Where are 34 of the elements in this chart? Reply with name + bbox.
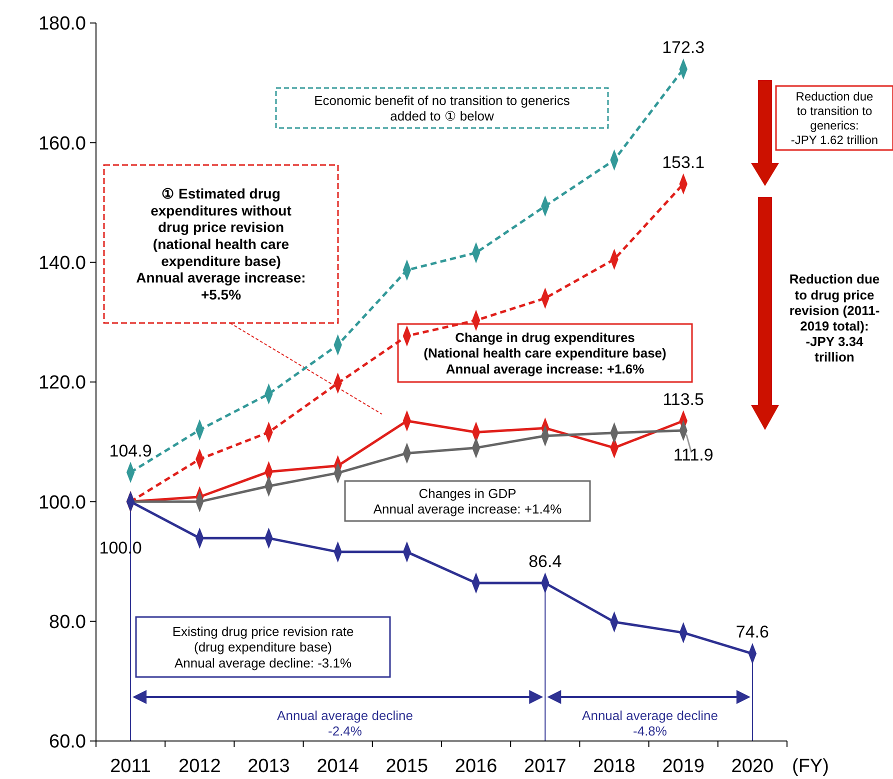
data-label: 111.9 bbox=[673, 445, 714, 464]
annotation: ① Estimated drug expenditures without drug price revision (national health care expenditure base) Annual average increase: +5.5% bbox=[136, 186, 306, 302]
data-label: 172.3 bbox=[662, 38, 705, 58]
y-tick-label: 140.0 bbox=[38, 252, 86, 274]
y-tick-label: 180.0 bbox=[38, 14, 86, 35]
y-tick-label: 60.0 bbox=[49, 732, 86, 753]
annotation: Changes in GDP Annual average increase: +1.4% bbox=[373, 486, 562, 516]
annotation: Annual average decline -2.4% bbox=[277, 708, 413, 738]
x-tick-label: 2013 bbox=[248, 756, 290, 777]
data-label: 86.4 bbox=[528, 552, 562, 572]
y-tick-label: 120.0 bbox=[38, 372, 86, 394]
x-tick-label: 2020 bbox=[731, 756, 774, 777]
annotation: Economic benefit of no transition to generics added to ① below bbox=[314, 92, 570, 124]
x-tick-label: 2012 bbox=[178, 756, 221, 777]
y-tick-label: 80.0 bbox=[49, 612, 86, 633]
x-tick-label: 2019 bbox=[662, 756, 704, 777]
x-tick-label: 2011 bbox=[110, 756, 151, 777]
x-tick-label: 2016 bbox=[454, 756, 498, 777]
data-label: 113.5 bbox=[662, 390, 704, 409]
y-tick-label: 160.0 bbox=[38, 133, 86, 154]
text: Reduction due to drug price revision (2011- 2019 total): -JPY 3.34 trillion bbox=[789, 272, 880, 365]
annotation: Change in drug expenditures (National health care expenditure base) Annual average increase: +1.6% bbox=[424, 330, 666, 376]
text: Reduction due to transition to generics: -JPY 1.62 trillion bbox=[790, 90, 878, 147]
y-tick-label: 100.0 bbox=[38, 492, 86, 514]
data-label: 74.6 bbox=[736, 622, 769, 642]
annotation: Existing drug price revision rate (drug expenditure base) Annual average decline: -3.1% bbox=[172, 624, 354, 670]
annotation: Annual average decline -4.8% bbox=[582, 708, 718, 738]
x-tick-label: 2014 bbox=[316, 756, 360, 777]
x-axis-title: (FY) bbox=[792, 756, 829, 777]
x-tick-label: 2015 bbox=[386, 756, 428, 777]
x-tick-label: 2017 bbox=[524, 756, 566, 777]
data-label: 104.9 bbox=[109, 441, 152, 460]
data-label: 153.1 bbox=[662, 152, 705, 172]
x-tick-label: 2018 bbox=[593, 756, 636, 777]
